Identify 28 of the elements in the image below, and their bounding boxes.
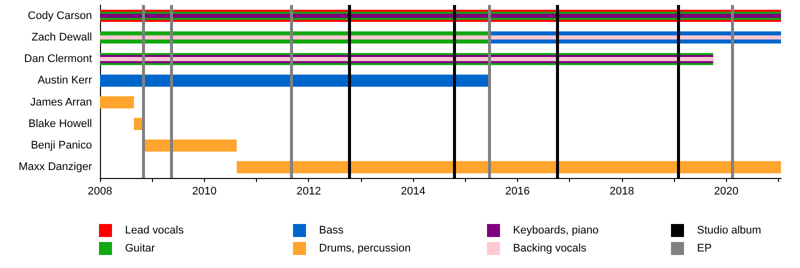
bar: [100, 74, 489, 87]
legend-label: Backing vocals: [513, 242, 587, 254]
legend-label: Drums, percussion: [319, 242, 411, 254]
x-tick-label: 2020: [714, 186, 738, 198]
y-tick-label: Cody Carson: [28, 10, 92, 22]
x-tick-label: 2008: [88, 186, 112, 198]
x-tick-label: 2012: [296, 186, 321, 198]
y-tick-label: Zach Dewall: [31, 31, 92, 44]
bar: [100, 96, 134, 108]
y-tick-label: Blake Howell: [28, 118, 92, 130]
legend-label: Studio album: [697, 224, 762, 236]
legend-label: Lead vocals: [125, 224, 184, 236]
legend-label: Guitar: [125, 242, 156, 254]
y-tick-label: James Arran: [30, 96, 92, 108]
bar: [144, 140, 237, 152]
x-tick-label: 2016: [505, 186, 530, 198]
x-tick-label: 2018: [610, 186, 634, 198]
y-tick-label: Benji Panico: [30, 140, 92, 152]
legend-label: EP: [697, 242, 712, 254]
y-tick-label: Dan Clermont: [24, 53, 92, 66]
legend-label: Keyboards, piano: [513, 224, 599, 236]
bar: [236, 161, 781, 174]
y-tick-label: Maxx Danziger: [18, 161, 92, 174]
legend-label: Bass: [319, 224, 344, 236]
x-tick-label: 2010: [192, 186, 217, 198]
x-tick-label: 2014: [400, 186, 426, 198]
bar: [100, 35, 781, 40]
y-tick-label: Austin Kerr: [38, 74, 92, 87]
